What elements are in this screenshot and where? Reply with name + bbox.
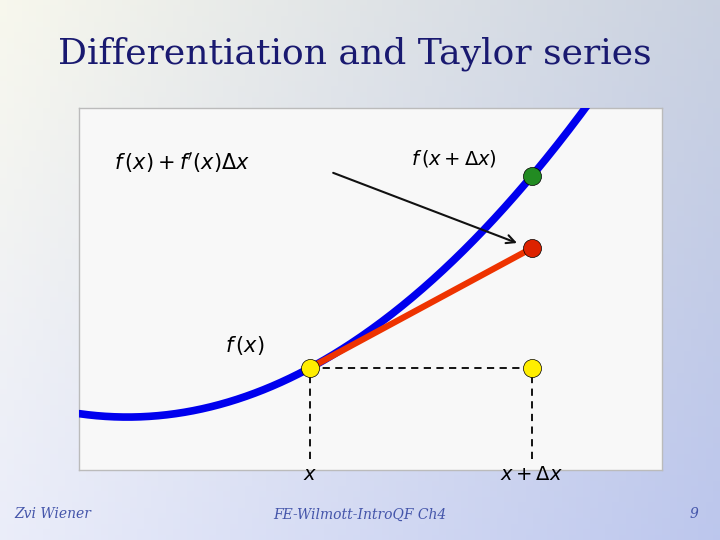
Text: $f\,(x)$: $f\,(x)$ <box>225 334 264 357</box>
Text: $x+\Delta x$: $x+\Delta x$ <box>500 465 563 483</box>
Text: $f\,(x)+f'(x)\Delta x$: $f\,(x)+f'(x)\Delta x$ <box>114 150 251 175</box>
Text: $f\,(x+\Delta x)$: $f\,(x+\Delta x)$ <box>411 148 497 169</box>
Text: 9: 9 <box>690 508 698 522</box>
Text: $x$: $x$ <box>303 465 318 483</box>
Text: Differentiation and Taylor series: Differentiation and Taylor series <box>58 37 651 71</box>
Text: FE-Wilmott-IntroQF Ch4: FE-Wilmott-IntroQF Ch4 <box>274 508 446 522</box>
Text: Zvi Wiener: Zvi Wiener <box>14 508 91 522</box>
